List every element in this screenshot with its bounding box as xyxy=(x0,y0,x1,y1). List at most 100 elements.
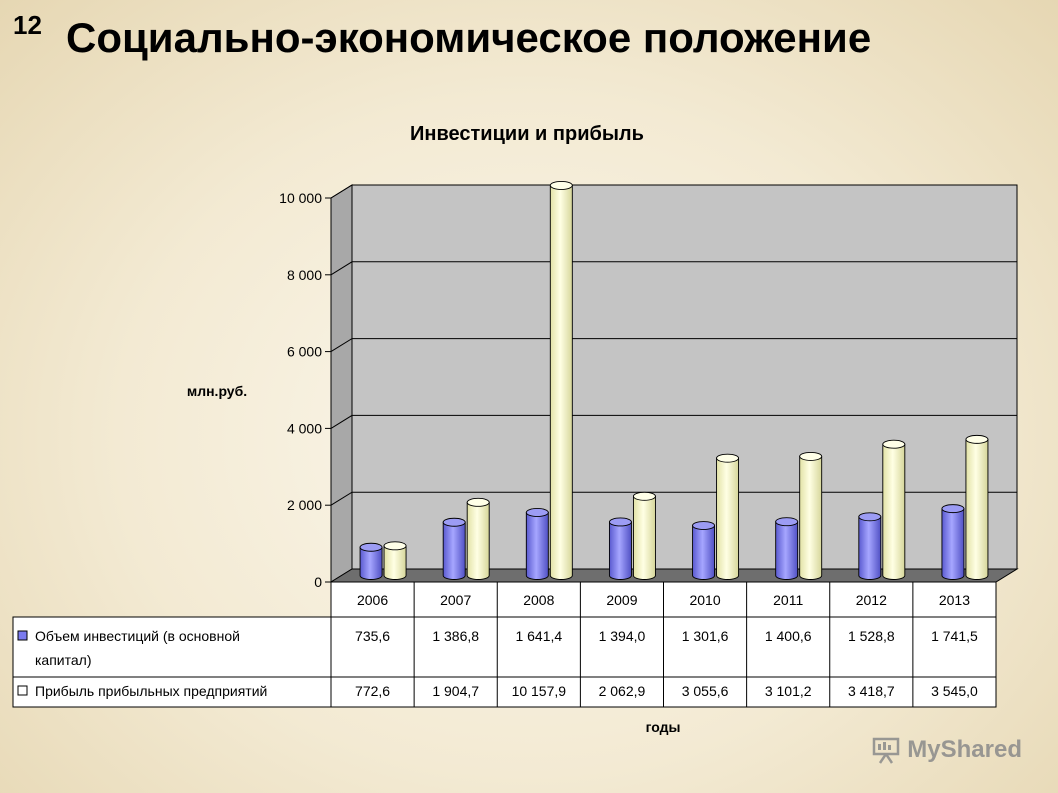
bar-body xyxy=(965,438,989,580)
bar-body xyxy=(383,545,407,580)
table-value-cell: 1 904,7 xyxy=(432,683,479,699)
bar-top xyxy=(608,517,632,527)
table-value-cell: 1 741,5 xyxy=(931,628,978,644)
table-value-cell: 3 545,0 xyxy=(931,683,978,699)
y-tick-label: 6 000 xyxy=(287,344,322,360)
table-header-year: 2008 xyxy=(523,592,554,608)
table-value-cell: 1 528,8 xyxy=(848,628,895,644)
presentation-board-icon xyxy=(873,737,900,764)
bar-investment xyxy=(775,517,799,580)
table-value-cell: 3 101,2 xyxy=(765,683,812,699)
bar-top xyxy=(716,453,740,463)
bar-body xyxy=(882,443,906,580)
slide-title: Социально-экономическое положение xyxy=(66,14,872,61)
table-value-cell: 772,6 xyxy=(355,683,390,699)
bar-profit xyxy=(466,497,490,580)
table-header-year: 2010 xyxy=(689,592,720,608)
plot-floor xyxy=(329,568,1019,583)
bar-investment xyxy=(608,517,632,580)
legend-label: капитал) xyxy=(35,652,92,668)
bar-top xyxy=(632,491,656,501)
bar-body xyxy=(858,516,882,580)
bar-body xyxy=(716,457,740,580)
bar-body xyxy=(525,512,549,580)
table-value-cell: 1 301,6 xyxy=(682,628,729,644)
bar-body xyxy=(692,525,716,580)
bar-profit xyxy=(799,451,823,580)
gridline xyxy=(330,338,1017,353)
bar-top xyxy=(882,439,906,449)
bar-investment xyxy=(858,512,882,580)
bar-profit xyxy=(632,491,656,580)
gridline xyxy=(330,491,1017,506)
y-tick-label: 2 000 xyxy=(287,497,322,513)
table-value-cell: 1 400,6 xyxy=(765,628,812,644)
bar-investment xyxy=(359,542,383,580)
y-tick-label: 4 000 xyxy=(287,420,322,436)
bar-top xyxy=(965,434,989,444)
table-body xyxy=(12,616,997,708)
bar-top xyxy=(799,451,823,461)
legend-key xyxy=(17,630,28,641)
table-value-cell: 1 386,8 xyxy=(432,628,479,644)
bar-profit xyxy=(965,434,989,580)
bar-top xyxy=(858,512,882,522)
bar-top xyxy=(692,521,716,530)
y-tick-label: 10 000 xyxy=(279,190,322,206)
gridline xyxy=(330,414,1017,429)
table-value-cell: 1 394,0 xyxy=(599,628,646,644)
table-value-cell: 735,6 xyxy=(355,628,390,644)
bar-investment xyxy=(442,517,466,580)
bar-profit xyxy=(716,453,740,580)
bar-top xyxy=(466,497,490,507)
bar-investment xyxy=(692,521,716,580)
bar-top xyxy=(549,180,573,190)
gridline xyxy=(330,261,1017,276)
bar-profit xyxy=(383,541,407,580)
watermark-text: MyShared xyxy=(907,736,1022,763)
table-header-year: 2012 xyxy=(856,592,887,608)
table-header-year: 2009 xyxy=(606,592,637,608)
bar-body xyxy=(442,521,466,580)
table-header-year: 2006 xyxy=(357,592,388,608)
legend-key xyxy=(17,685,28,696)
bar-top xyxy=(775,517,799,527)
y-tick-label: 8 000 xyxy=(287,267,322,283)
bar-top xyxy=(941,504,965,514)
bar-body xyxy=(608,521,632,580)
y-tick-label: 0 xyxy=(314,574,322,590)
bar-body xyxy=(775,521,799,580)
bar-body xyxy=(359,546,383,580)
table-value-cell: 10 157,9 xyxy=(512,683,567,699)
gridline xyxy=(330,184,1017,199)
legend-label: Прибыль прибыльных предприятий xyxy=(35,683,267,699)
legend-label: Объем инвестиций (в основной xyxy=(35,628,240,644)
bar-body xyxy=(632,495,656,580)
bar-top xyxy=(383,541,407,551)
bar-profit xyxy=(549,180,573,580)
bar-body xyxy=(941,508,965,580)
x-axis-label: годы xyxy=(646,719,681,735)
slide-number: 12 xyxy=(13,10,42,40)
table-value-cell: 3 055,6 xyxy=(682,683,729,699)
plot-back-wall xyxy=(351,184,1018,570)
plot-side-wall xyxy=(330,184,353,583)
table-value-cell: 2 062,9 xyxy=(599,683,646,699)
bar-body xyxy=(466,501,490,580)
bar-investment xyxy=(941,504,965,580)
bar-top xyxy=(442,517,466,527)
chart-title: Инвестиции и прибыль xyxy=(410,123,644,145)
table-value-cell: 1 641,4 xyxy=(515,628,562,644)
bar-body xyxy=(799,455,823,580)
table-value-cell: 3 418,7 xyxy=(848,683,895,699)
bar-top xyxy=(525,508,549,517)
y-axis-label: млн.руб. xyxy=(187,383,247,399)
bar-profit xyxy=(882,439,906,580)
bar-top xyxy=(359,542,383,552)
bar-body xyxy=(549,184,573,580)
table-header-year: 2011 xyxy=(773,592,803,608)
table-header-year: 2007 xyxy=(440,592,471,608)
bar-investment xyxy=(525,508,549,580)
watermark: MyShared xyxy=(871,735,1022,765)
